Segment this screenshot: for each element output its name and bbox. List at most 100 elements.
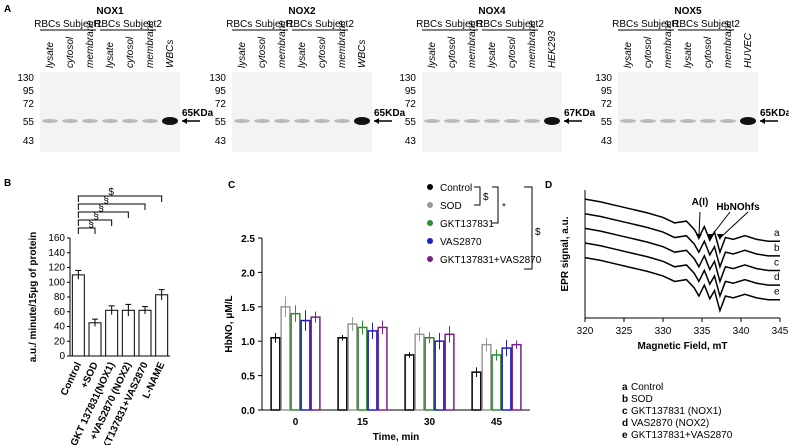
band xyxy=(334,119,350,123)
legend-letter: b xyxy=(622,394,628,405)
band xyxy=(640,119,656,123)
lane-label: lysate xyxy=(623,41,634,68)
band xyxy=(444,119,460,123)
bar xyxy=(88,322,102,357)
bar xyxy=(270,337,281,411)
band xyxy=(274,119,290,123)
bar xyxy=(300,319,311,411)
lane-label: membrane xyxy=(145,20,156,68)
sig-label: * xyxy=(502,202,506,213)
y-tick-label: 1.5 xyxy=(241,303,255,314)
legend-letter: e xyxy=(622,430,628,441)
lane-label: cytosol xyxy=(257,36,268,68)
y-tick-label: 160 xyxy=(48,233,65,244)
lane-label: WBCs xyxy=(165,40,176,68)
x-tick-label: 30 xyxy=(424,417,436,428)
panel-label: A xyxy=(4,4,11,15)
band xyxy=(680,119,696,123)
band xyxy=(294,119,310,123)
bar xyxy=(337,337,348,411)
group-label: RBCs Subject2 xyxy=(94,19,162,30)
lane-label: lysate xyxy=(45,41,56,68)
lane-label: membrane xyxy=(277,20,288,68)
sig-bracket xyxy=(77,211,129,218)
bar xyxy=(105,309,119,357)
mw-marker: 130 xyxy=(17,73,34,84)
x-tick-label: 320 xyxy=(577,326,594,337)
legend-label: SOD xyxy=(440,201,462,212)
band xyxy=(354,117,370,125)
y-tick-label: 40 xyxy=(54,322,66,333)
bar xyxy=(434,340,445,411)
lane-label: lysate xyxy=(683,41,694,68)
annotation-arrow xyxy=(719,211,749,239)
lane-label: cytosol xyxy=(447,36,458,68)
bar xyxy=(491,354,502,411)
lane-label: membrane xyxy=(723,20,734,68)
legend-marker xyxy=(427,220,433,226)
curve-letter: d xyxy=(774,272,780,283)
band xyxy=(524,119,540,123)
band-label: 65KDa xyxy=(760,108,789,119)
band xyxy=(254,119,270,123)
sig-label: $ xyxy=(483,192,489,203)
y-tick-label: 0.5 xyxy=(241,372,255,383)
sig-bracket xyxy=(77,203,146,210)
y-tick-label: 60 xyxy=(54,307,66,318)
lane-label: cytosol xyxy=(317,36,328,68)
lane-label: cytosol xyxy=(703,36,714,68)
x-tick-label: 345 xyxy=(772,326,789,337)
mw-marker: 72 xyxy=(405,99,417,110)
sig-bracket xyxy=(524,186,533,270)
sig-label: $ xyxy=(535,227,541,238)
y-tick-label: 0.0 xyxy=(241,406,255,417)
legend-marker xyxy=(427,184,433,190)
y-tick-label: 80 xyxy=(54,292,66,303)
x-tick-label: 0 xyxy=(293,417,299,428)
sig-bracket xyxy=(77,195,163,202)
arrow-head xyxy=(760,118,765,124)
band xyxy=(484,119,500,123)
band xyxy=(660,119,676,123)
mw-marker: 95 xyxy=(601,86,613,97)
curve-letter: e xyxy=(774,287,780,298)
mw-marker: 130 xyxy=(209,73,226,84)
spectrum xyxy=(584,242,780,299)
y-tick-label: 140 xyxy=(48,248,65,259)
lane-label: membrane xyxy=(527,20,538,68)
bar xyxy=(424,337,435,411)
sig-label: § xyxy=(98,203,104,214)
spectrum xyxy=(584,213,780,270)
band xyxy=(102,119,118,123)
arrow-head xyxy=(564,118,569,124)
curve-letter: c xyxy=(774,257,779,268)
y-tick-label: 1.0 xyxy=(241,337,255,348)
lane-label: lysate xyxy=(105,41,116,68)
bar xyxy=(155,294,169,357)
legend-label: SOD xyxy=(631,394,653,405)
band xyxy=(42,119,58,123)
band xyxy=(142,119,158,123)
blot-membrane xyxy=(232,72,372,152)
bar xyxy=(414,333,425,411)
bar xyxy=(357,326,368,411)
band xyxy=(700,119,716,123)
mw-marker: 43 xyxy=(601,136,613,147)
y-axis-label: a.u./ minute/15μg of protein xyxy=(28,232,39,363)
band xyxy=(234,119,250,123)
band xyxy=(720,119,736,123)
legend-marker xyxy=(427,238,433,244)
lane-label: cytosol xyxy=(507,36,518,68)
band xyxy=(620,119,636,123)
mw-marker: 95 xyxy=(405,86,417,97)
group-label: RBCs Subject2 xyxy=(286,19,354,30)
lane-label: membrane xyxy=(337,20,348,68)
bar xyxy=(481,343,492,411)
mw-marker: 72 xyxy=(215,99,227,110)
lane-label: lysate xyxy=(297,41,308,68)
legend-label: GKT137831 (NOX1) xyxy=(631,406,722,417)
bar xyxy=(280,306,291,411)
legend-letter: a xyxy=(622,382,628,393)
spectrum xyxy=(584,256,780,314)
